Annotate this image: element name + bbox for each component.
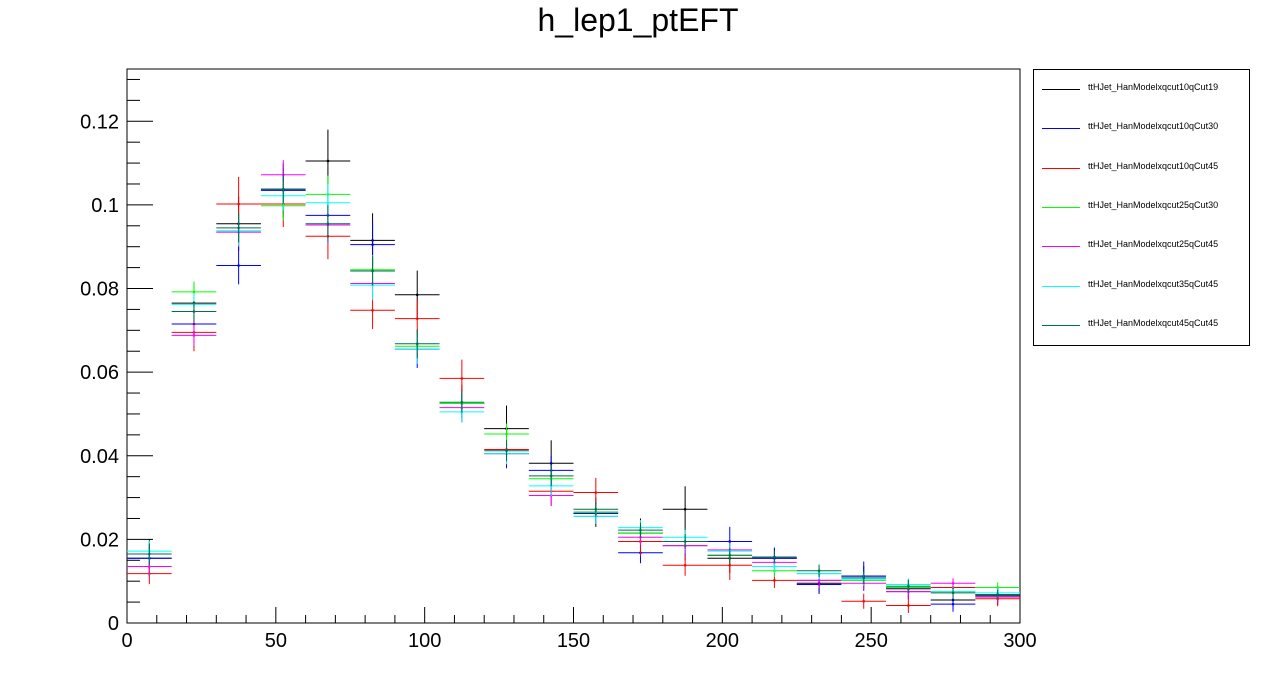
series-4 (127, 175, 1020, 597)
y-tick-label: 0.1 (91, 195, 119, 217)
data-point (460, 400, 464, 404)
data-point (773, 555, 776, 559)
chart-title: h_lep1_ptEFT (537, 2, 739, 38)
data-point (728, 553, 732, 557)
x-tick-label: 300 (1003, 630, 1036, 652)
data-point (415, 317, 419, 320)
x-tick-label: 250 (854, 630, 887, 652)
data-point (862, 599, 866, 603)
data-point (683, 564, 687, 567)
legend-label: ttHJet_HanModelxqcut25qCut30 (1088, 199, 1219, 210)
y-tick-label: 0 (108, 613, 119, 635)
x-tick-label: 150 (557, 630, 590, 652)
data-point (371, 269, 374, 273)
x-tick-label: 0 (121, 630, 132, 652)
legend-swatch (1042, 206, 1080, 208)
x-tick-label: 50 (265, 630, 287, 652)
data-point (773, 565, 776, 568)
series-2 (127, 167, 1020, 612)
y-tick-label: 0.02 (80, 529, 119, 551)
legend-swatch (1042, 167, 1080, 169)
series-3 (127, 176, 1020, 613)
y-tick-label: 0.12 (80, 111, 119, 133)
legend-label: ttHJet_HanModelxqcut10qCut45 (1088, 160, 1219, 171)
legend-swatch (1042, 324, 1080, 326)
data-point (460, 377, 464, 380)
data-point (371, 308, 374, 312)
data-point (326, 159, 330, 163)
data-point (683, 507, 687, 511)
data-point (862, 576, 866, 580)
legend-entry: ttHJet_HanModelxqcut25qCut45 (1034, 236, 1249, 256)
data-point (237, 202, 240, 206)
data-point (773, 579, 776, 582)
y-tick-label: 0.08 (80, 279, 119, 301)
x-tick-label: 200 (706, 630, 739, 652)
data-point (817, 579, 821, 582)
data-point (192, 310, 196, 313)
data-point (594, 491, 598, 494)
x-tick-label: 100 (408, 630, 441, 652)
data-point (639, 528, 642, 532)
series-6 (127, 181, 1020, 598)
legend-swatch (1042, 285, 1080, 287)
data-point (549, 474, 553, 478)
data-point (594, 507, 598, 511)
data-point (951, 602, 955, 606)
data-point (326, 201, 330, 205)
legend-swatch (1042, 246, 1080, 248)
data-point (148, 552, 151, 556)
y-tick-label: 0.06 (80, 362, 119, 384)
data-point (907, 604, 910, 607)
legend-label: ttHJet_HanModelxqcut45qCut45 (1088, 317, 1219, 328)
data-point (907, 584, 910, 588)
data-point (192, 290, 196, 294)
data-point (951, 591, 955, 595)
legend: ttHJet_HanModelxqcut10qCut19 ttHJet_HanMo… (1033, 69, 1250, 346)
legend-label: ttHJet_HanModelxqcut10qCut19 (1088, 82, 1219, 92)
data-point (505, 449, 508, 453)
data-point (237, 226, 240, 230)
legend-swatch (1042, 89, 1080, 90)
legend-entry: ttHJet_HanModelxqcut10qCut45 (1034, 158, 1249, 178)
data-point (237, 264, 240, 267)
data-point (996, 593, 999, 596)
series-1 (127, 129, 1020, 610)
series-7 (127, 174, 1020, 600)
data-point (192, 334, 196, 337)
legend-label: ttHJet_HanModelxqcut35qCut45 (1088, 278, 1219, 289)
data-point (683, 540, 687, 543)
legend-label: ttHJet_HanModelxqcut10qCut30 (1088, 121, 1219, 132)
data-point (415, 342, 419, 346)
legend-swatch (1042, 128, 1080, 130)
data-point (505, 432, 508, 436)
data-point (281, 187, 285, 191)
data-point (415, 293, 419, 297)
data-point (996, 586, 999, 589)
legend-entry: ttHJet_HanModelxqcut45qCut45 (1034, 315, 1249, 335)
data-point (817, 569, 821, 573)
legend-label: ttHJet_HanModelxqcut25qCut45 (1088, 239, 1219, 250)
y-tick-label: 0.04 (80, 446, 119, 468)
legend-entry: ttHJet_HanModelxqcut10qCut30 (1034, 118, 1249, 138)
data-point (371, 243, 374, 246)
legend-entry: ttHJet_HanModelxqcut35qCut45 (1034, 276, 1249, 296)
data-point (728, 564, 732, 567)
data-point (728, 540, 732, 543)
data-point (326, 222, 330, 226)
data-point (951, 581, 955, 585)
legend-entry: ttHJet_HanModelxqcut25qCut30 (1034, 197, 1249, 217)
series-5 (127, 160, 1020, 603)
plot-frame (126, 68, 1021, 624)
legend-entry: ttHJet_HanModelxqcut10qCut19 (1034, 79, 1249, 99)
data-point (148, 565, 151, 568)
